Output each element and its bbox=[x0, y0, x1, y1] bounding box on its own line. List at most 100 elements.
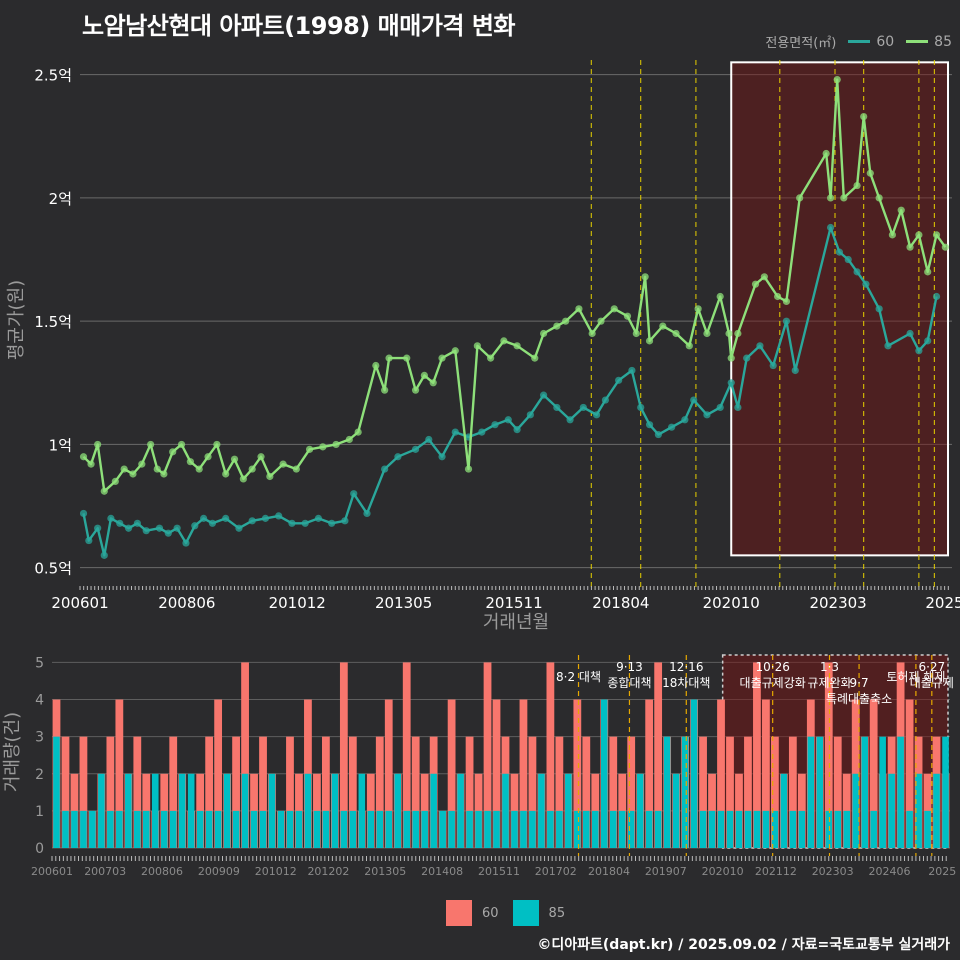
bar-x-tick-label: 201202 bbox=[307, 865, 349, 878]
data-point-85 bbox=[539, 329, 548, 338]
bar-85 bbox=[178, 773, 186, 848]
data-point-60 bbox=[835, 248, 844, 256]
data-point-85 bbox=[822, 149, 830, 158]
bar-85 bbox=[636, 773, 644, 848]
data-point-85 bbox=[553, 322, 561, 330]
bar-85 bbox=[205, 810, 213, 848]
data-point-85 bbox=[385, 354, 393, 362]
data-point-85 bbox=[562, 317, 570, 325]
bar-x-tick-label: 202112 bbox=[755, 865, 797, 878]
data-point-60 bbox=[394, 453, 402, 461]
bar-60 bbox=[726, 736, 734, 848]
data-point-60 bbox=[654, 430, 662, 439]
event-annotation: 특례대출축소 bbox=[826, 692, 892, 706]
data-point-85 bbox=[438, 354, 446, 362]
data-point-85 bbox=[186, 458, 194, 466]
bar-85 bbox=[717, 810, 725, 848]
bar-85 bbox=[924, 810, 931, 848]
bar-60 bbox=[762, 699, 770, 848]
data-point-60 bbox=[248, 517, 256, 525]
data-point-85 bbox=[319, 443, 327, 451]
bar-85 bbox=[349, 810, 357, 848]
data-point-60 bbox=[727, 379, 735, 387]
bar-85 bbox=[268, 773, 276, 848]
data-point-60 bbox=[513, 426, 521, 434]
bar-85 bbox=[583, 810, 590, 848]
bar-85 bbox=[143, 810, 150, 848]
bar-85 bbox=[53, 736, 60, 848]
bar-85 bbox=[627, 810, 635, 848]
bar-x-tick-label: 2025 bbox=[928, 865, 956, 878]
bar-85 bbox=[322, 810, 330, 848]
bar-85 bbox=[151, 773, 159, 848]
bar-60 bbox=[627, 736, 636, 848]
bar-x-tick-label: 201305 bbox=[364, 865, 406, 878]
bar-60 bbox=[833, 736, 842, 848]
data-point-85 bbox=[500, 337, 508, 345]
data-point-60 bbox=[438, 453, 446, 461]
data-point-85 bbox=[248, 465, 256, 473]
bar-85 bbox=[107, 810, 114, 848]
data-point-85 bbox=[659, 322, 667, 330]
bar-60 bbox=[339, 662, 348, 848]
bar-85 bbox=[196, 810, 204, 848]
bar-85 bbox=[421, 810, 428, 848]
event-annotation: 규제완화 bbox=[807, 676, 851, 690]
bar-85 bbox=[116, 810, 123, 848]
data-point-85 bbox=[751, 280, 760, 288]
data-point-85 bbox=[354, 428, 362, 436]
bar-85 bbox=[62, 810, 69, 848]
data-point-60 bbox=[363, 509, 371, 518]
bar-85 bbox=[466, 810, 473, 848]
data-point-85 bbox=[833, 75, 841, 84]
bar-60 bbox=[232, 736, 240, 848]
bar-60 bbox=[169, 736, 178, 848]
bar-60 bbox=[205, 736, 214, 848]
bar-60 bbox=[133, 736, 142, 848]
data-point-85 bbox=[782, 297, 791, 306]
data-point-60 bbox=[116, 519, 124, 527]
bar-85 bbox=[834, 810, 842, 848]
data-point-85 bbox=[915, 231, 923, 239]
data-point-85 bbox=[623, 312, 632, 320]
bar-60 bbox=[106, 736, 115, 848]
legend-label-85: 85 bbox=[934, 33, 952, 50]
event-annotation: 18차대책 bbox=[662, 675, 710, 690]
bar-85 bbox=[448, 810, 455, 848]
bar-60 bbox=[699, 736, 707, 848]
bar-85 bbox=[574, 810, 581, 848]
x-tick-label: 201511 bbox=[485, 594, 542, 612]
data-point-60 bbox=[769, 361, 777, 370]
data-point-60 bbox=[79, 509, 88, 518]
legend-swatch-60 bbox=[848, 40, 871, 43]
bar-85 bbox=[367, 810, 375, 848]
data-point-60 bbox=[222, 514, 230, 522]
bar-85 bbox=[241, 773, 249, 848]
data-point-85 bbox=[177, 440, 186, 449]
bar-x-tick-label: 202303 bbox=[812, 865, 854, 878]
data-point-60 bbox=[191, 522, 199, 530]
data-point-85 bbox=[685, 342, 693, 350]
bar-85 bbox=[609, 810, 617, 848]
bar-y-tick-label: 3 bbox=[35, 730, 44, 746]
data-point-85 bbox=[204, 453, 212, 461]
data-point-85 bbox=[222, 470, 230, 478]
bar-85 bbox=[223, 773, 231, 848]
bar-x-tick-label: 200806 bbox=[141, 865, 183, 878]
bar-85 bbox=[80, 810, 87, 848]
bar-85 bbox=[313, 810, 321, 848]
bar-60 bbox=[322, 736, 330, 848]
data-point-85 bbox=[597, 317, 605, 325]
bar-60 bbox=[519, 699, 528, 848]
bar-85 bbox=[125, 773, 132, 848]
bar-85 bbox=[232, 810, 240, 848]
data-point-85 bbox=[610, 305, 618, 313]
data-point-85 bbox=[840, 194, 848, 202]
data-point-85 bbox=[760, 273, 768, 281]
bar-85 bbox=[798, 810, 806, 848]
bar-85 bbox=[556, 810, 563, 848]
bar-85 bbox=[439, 810, 446, 848]
data-point-60 bbox=[133, 519, 141, 527]
